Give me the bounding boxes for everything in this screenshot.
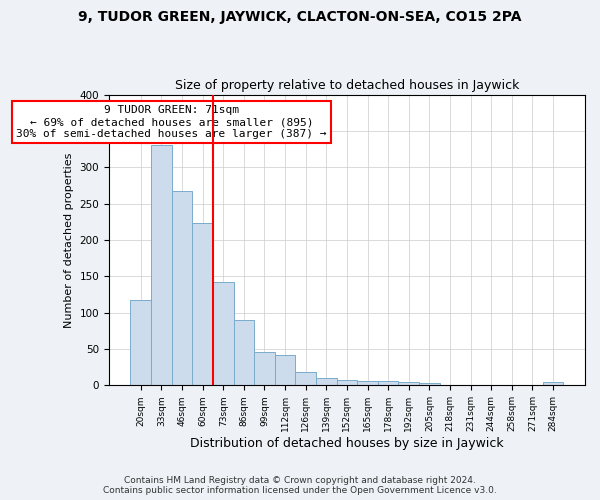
Bar: [543, 382, 563, 386]
Text: Contains HM Land Registry data © Crown copyright and database right 2024.
Contai: Contains HM Land Registry data © Crown c…: [103, 476, 497, 495]
Text: 9 TUDOR GREEN: 71sqm
← 69% of detached houses are smaller (895)
30% of semi-deta: 9 TUDOR GREEN: 71sqm ← 69% of detached h…: [16, 106, 327, 138]
Bar: [275, 355, 295, 386]
Bar: [254, 352, 275, 386]
Bar: [357, 381, 378, 386]
Bar: [419, 383, 440, 386]
Bar: [295, 372, 316, 386]
Bar: [193, 223, 213, 386]
Bar: [316, 378, 337, 386]
Bar: [172, 191, 193, 386]
Bar: [398, 382, 419, 386]
X-axis label: Distribution of detached houses by size in Jaywick: Distribution of detached houses by size …: [190, 437, 504, 450]
Bar: [337, 380, 357, 386]
Bar: [130, 300, 151, 386]
Y-axis label: Number of detached properties: Number of detached properties: [64, 152, 74, 328]
Bar: [378, 381, 398, 386]
Bar: [213, 282, 233, 386]
Bar: [151, 144, 172, 386]
Title: Size of property relative to detached houses in Jaywick: Size of property relative to detached ho…: [175, 79, 519, 92]
Text: 9, TUDOR GREEN, JAYWICK, CLACTON-ON-SEA, CO15 2PA: 9, TUDOR GREEN, JAYWICK, CLACTON-ON-SEA,…: [78, 10, 522, 24]
Bar: [233, 320, 254, 386]
